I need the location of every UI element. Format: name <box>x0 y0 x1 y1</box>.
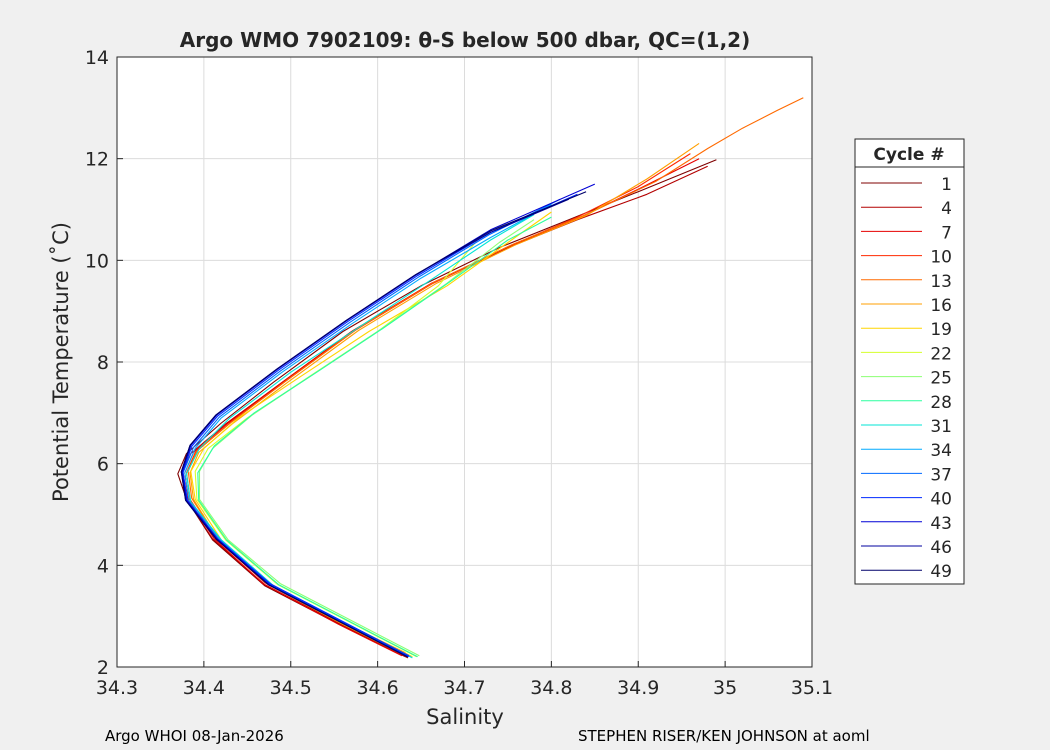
legend-item: 19 <box>861 320 952 340</box>
legend-item: 1 <box>861 175 952 195</box>
y-tick-label: 6 <box>97 454 109 476</box>
x-tick-label: 34.3 <box>96 677 138 699</box>
legend-item: 13 <box>861 272 952 292</box>
legend-label: 13 <box>930 272 952 292</box>
legend-label: 37 <box>930 465 952 485</box>
y-axis-label: Potential Temperature (˚C) <box>49 222 73 502</box>
legend: Cycle # 1 4 7 10 13 16 19 22 25 28 31 34 37 40 43 46 49 <box>854 138 965 585</box>
y-tick-label: 10 <box>85 250 109 272</box>
legend-item: 43 <box>861 514 952 534</box>
legend-item: 37 <box>861 465 952 485</box>
legend-label: 22 <box>930 344 952 364</box>
y-tick-labels: 2 4 6 8 10 12 14 <box>85 47 123 679</box>
legend-label: 49 <box>930 562 952 582</box>
y-tick-label: 8 <box>97 352 109 374</box>
series-line-cycle-40 <box>182 193 578 657</box>
x-tick-label: 34.4 <box>183 677 225 699</box>
legend-item: 4 <box>861 199 952 219</box>
legend-label: 46 <box>930 538 952 558</box>
legend-label: 4 <box>941 199 952 219</box>
legend-item: 34 <box>861 441 952 461</box>
x-axis-label: Salinity <box>426 705 504 729</box>
legend-label: 34 <box>930 441 952 461</box>
footer-left: Argo WHOI 08-Jan-2026 <box>105 727 284 745</box>
y-tick-label: 4 <box>97 555 109 577</box>
legend-item: 28 <box>861 393 952 413</box>
y-tick-label: 14 <box>85 47 109 69</box>
series-lines <box>177 97 804 659</box>
legend-item: 31 <box>861 417 952 437</box>
legend-title: Cycle # <box>873 145 944 165</box>
x-tick-label: 34.9 <box>617 677 659 699</box>
legend-label: 1 <box>941 175 952 195</box>
x-tick-label: 34.5 <box>270 677 312 699</box>
legend-label: 40 <box>930 490 952 510</box>
chart-title: Argo WMO 7902109: θ-S below 500 dbar, QC… <box>180 28 750 52</box>
legend-label: 16 <box>930 296 952 316</box>
y-tick-label: 12 <box>85 149 109 171</box>
legend-item: 10 <box>861 248 952 268</box>
x-tick-label: 34.6 <box>356 677 398 699</box>
legend-item: 46 <box>861 538 952 558</box>
legend-items: 1 4 7 10 13 16 19 22 25 28 31 34 37 40 43 46 49 <box>861 175 952 582</box>
legend-item: 40 <box>861 490 952 510</box>
legend-item: 7 <box>861 223 952 243</box>
series-line-cycle-49 <box>180 191 587 658</box>
x-tick-label: 35.1 <box>791 677 833 699</box>
series-line-cycle-22 <box>194 221 509 658</box>
legend-item: 25 <box>861 369 952 389</box>
y-tick-label: 2 <box>97 657 109 679</box>
legend-label: 43 <box>930 514 952 534</box>
legend-box <box>854 138 965 585</box>
legend-label: 10 <box>930 248 952 268</box>
legend-item: 16 <box>861 296 952 316</box>
legend-label: 28 <box>930 393 952 413</box>
footer-right: STEPHEN RISER/KEN JOHNSON at aoml <box>578 727 870 745</box>
x-tick-label: 34.7 <box>443 677 485 699</box>
series-line-cycle-28 <box>197 216 552 658</box>
legend-label: 25 <box>930 369 952 389</box>
legend-item: 49 <box>861 562 952 582</box>
x-tick-label: 35 <box>713 677 737 699</box>
legend-label: 7 <box>941 223 952 243</box>
series-line-cycle-1 <box>177 159 717 659</box>
legend-label: 19 <box>930 320 952 340</box>
x-tick-label: 34.8 <box>530 677 572 699</box>
legend-item: 22 <box>861 344 952 364</box>
legend-label: 31 <box>930 417 952 437</box>
x-tick-labels: 34.3 34.4 34.5 34.6 34.7 34.8 34.9 35 35.1 <box>96 661 833 699</box>
